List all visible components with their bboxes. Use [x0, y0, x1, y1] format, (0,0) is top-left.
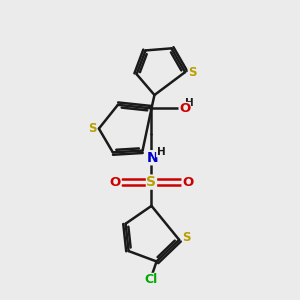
Text: O: O — [110, 176, 121, 189]
Text: N: N — [147, 151, 159, 165]
Text: O: O — [179, 103, 190, 116]
Text: H: H — [157, 147, 165, 157]
Text: S: S — [183, 231, 191, 244]
Text: H: H — [185, 98, 194, 108]
Text: O: O — [182, 176, 194, 189]
Text: S: S — [88, 122, 97, 135]
Text: Cl: Cl — [145, 273, 158, 286]
Text: S: S — [188, 66, 197, 79]
Text: S: S — [146, 175, 157, 189]
